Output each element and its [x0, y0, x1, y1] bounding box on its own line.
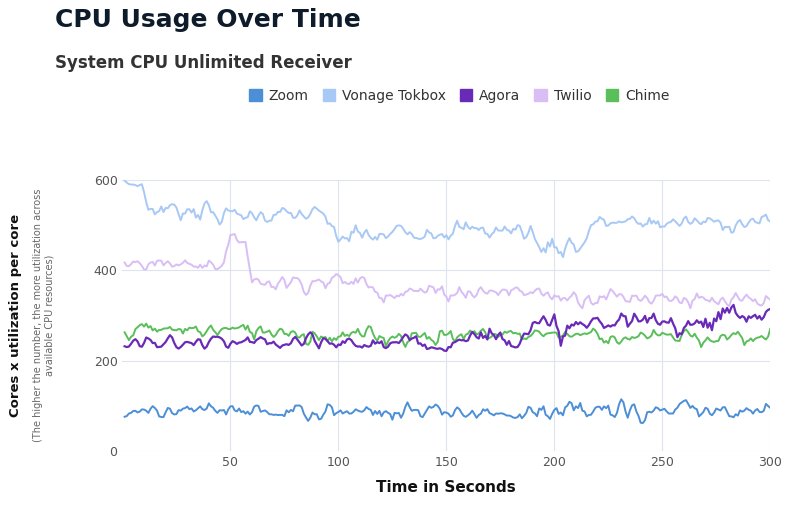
Chime — [120, 329, 130, 336]
Vonage Tokbox — [707, 217, 717, 223]
Chime — [506, 328, 516, 334]
Agora — [707, 327, 717, 333]
Chime — [122, 333, 131, 340]
Chime — [504, 328, 514, 334]
Chime — [697, 344, 706, 350]
Vonage Tokbox — [122, 180, 131, 186]
Zoom — [122, 413, 131, 419]
Zoom — [616, 396, 626, 402]
Line: Zoom: Zoom — [125, 399, 770, 423]
Twilio — [766, 297, 775, 303]
Twilio — [517, 289, 527, 295]
Text: CPU Usage Over Time: CPU Usage Over Time — [55, 8, 361, 32]
Zoom — [504, 412, 514, 419]
Agora — [442, 348, 451, 354]
Vonage Tokbox — [559, 254, 568, 260]
Vonage Tokbox — [515, 223, 525, 229]
Agora — [120, 343, 130, 349]
Zoom — [709, 409, 719, 416]
Line: Vonage Tokbox: Vonage Tokbox — [125, 181, 770, 257]
Line: Twilio: Twilio — [125, 234, 770, 308]
Vonage Tokbox — [504, 227, 514, 233]
Zoom — [668, 410, 678, 417]
X-axis label: Time in Seconds: Time in Seconds — [377, 480, 516, 496]
Text: Cores x utilization per core: Cores x utilization per core — [9, 214, 22, 417]
Twilio — [122, 263, 131, 269]
Vonage Tokbox — [766, 219, 775, 225]
Line: Chime: Chime — [125, 324, 770, 347]
Text: System CPU Unlimited Receiver: System CPU Unlimited Receiver — [55, 54, 352, 72]
Agora — [766, 306, 775, 312]
Chime — [709, 339, 719, 345]
Twilio — [504, 292, 514, 299]
Chime — [517, 337, 527, 343]
Chime — [141, 321, 151, 327]
Zoom — [638, 420, 648, 426]
Zoom — [120, 413, 130, 420]
Vonage Tokbox — [666, 219, 675, 225]
Chime — [766, 326, 775, 332]
Agora — [517, 335, 527, 341]
Twilio — [709, 298, 719, 304]
Agora — [666, 315, 675, 321]
Zoom — [502, 412, 512, 419]
Twilio — [577, 305, 587, 311]
Agora — [506, 343, 516, 349]
Legend: Zoom, Vonage Tokbox, Agora, Twilio, Chime: Zoom, Vonage Tokbox, Agora, Twilio, Chim… — [243, 83, 675, 108]
Agora — [122, 344, 131, 350]
Twilio — [506, 287, 516, 293]
Twilio — [668, 297, 678, 303]
Zoom — [766, 405, 775, 411]
Twilio — [230, 231, 239, 237]
Zoom — [515, 411, 525, 418]
Line: Agora: Agora — [125, 305, 770, 351]
Text: (The higher the number, the more utilization across
available CPU resources): (The higher the number, the more utiliza… — [32, 189, 55, 442]
Agora — [729, 302, 739, 308]
Twilio — [120, 260, 130, 266]
Vonage Tokbox — [502, 227, 512, 233]
Vonage Tokbox — [120, 177, 130, 184]
Agora — [504, 338, 514, 344]
Chime — [666, 331, 675, 337]
